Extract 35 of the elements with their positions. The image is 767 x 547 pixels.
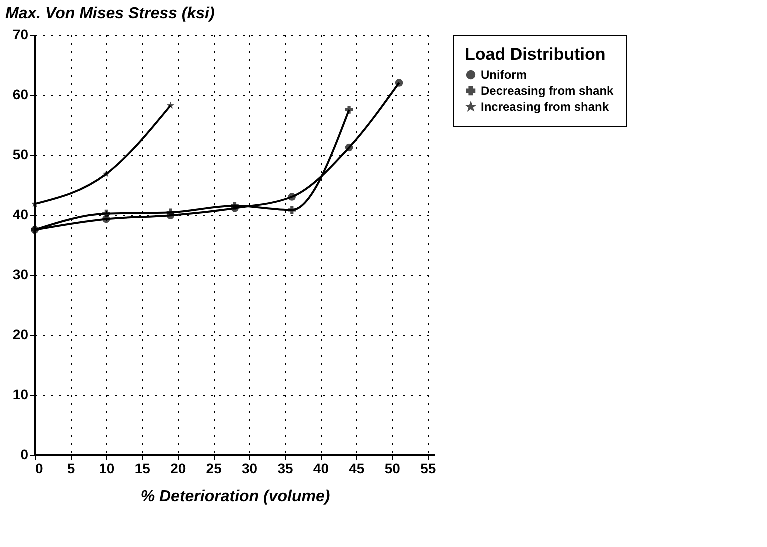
x-tick-label: 35 — [278, 460, 294, 476]
point — [167, 102, 174, 109]
x-tick-label: 5 — [67, 460, 76, 476]
y-tick-label: 20 — [12, 326, 29, 342]
legend-title: Load Distribution — [465, 45, 606, 64]
y-tick-label: 0 — [20, 446, 29, 462]
legend-label: Decreasing from shank — [481, 84, 614, 98]
x-tick-label: 50 — [384, 460, 401, 476]
point — [102, 210, 110, 218]
x-tick-label: 30 — [242, 460, 258, 476]
y-tick-label: 40 — [12, 206, 29, 222]
x-tick-label: 0 — [36, 460, 44, 476]
y-tick-label: 70 — [12, 26, 29, 42]
y-axis-title: Max. Von Mises Stress (ksi) — [6, 6, 215, 22]
x-tick-label: 15 — [134, 460, 151, 476]
legend-label: Uniform — [481, 68, 527, 82]
x-tick-label: 45 — [349, 460, 365, 476]
point — [345, 106, 354, 114]
x-tick-label: 20 — [170, 460, 186, 476]
y-tick-label: 10 — [12, 386, 29, 402]
x-axis-title: % Deterioration (volume) — [140, 488, 330, 506]
point — [288, 206, 296, 214]
x-tick-label: 55 — [420, 460, 436, 476]
point — [345, 144, 354, 152]
y-tick-label: 50 — [12, 146, 29, 162]
x-tick-label: 40 — [313, 460, 330, 476]
point — [288, 193, 296, 201]
x-tick-label: 25 — [206, 460, 222, 476]
point — [102, 170, 110, 178]
legend-label: Increasing from shank — [481, 100, 610, 114]
y-tick-label: 30 — [12, 266, 29, 282]
y-tick-label: 60 — [12, 86, 29, 102]
point — [231, 202, 239, 210]
x-tick-label: 10 — [99, 460, 115, 476]
point — [395, 79, 404, 87]
